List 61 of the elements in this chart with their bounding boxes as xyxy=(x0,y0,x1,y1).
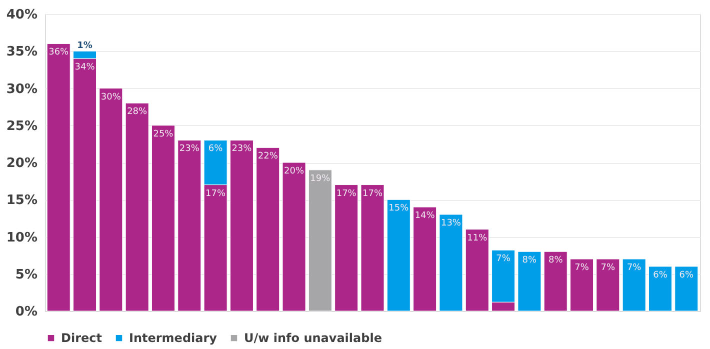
bar xyxy=(256,147,280,312)
y-tick-label: 20% xyxy=(6,156,38,171)
bar xyxy=(570,258,594,312)
data-label: 36% xyxy=(48,48,70,58)
bar xyxy=(99,88,123,312)
bar xyxy=(151,125,175,312)
data-label: 28% xyxy=(127,107,148,118)
legend-label: Intermediary xyxy=(129,331,218,346)
y-tick-label: 10% xyxy=(6,230,38,246)
data-label: 30% xyxy=(100,92,122,102)
data-label: 34% xyxy=(74,62,96,73)
data-label: 7% xyxy=(626,263,642,274)
bar xyxy=(308,170,332,312)
bar xyxy=(386,199,410,312)
y-tick-label: 35% xyxy=(6,44,38,60)
y-tick-label: 25% xyxy=(6,118,38,134)
data-label: 17% xyxy=(206,188,226,199)
legend-label: Direct xyxy=(61,331,102,346)
bar xyxy=(648,266,672,312)
data-label: 6% xyxy=(208,144,224,154)
data-label: 1% xyxy=(77,41,92,52)
bar xyxy=(413,206,437,312)
data-label: 22% xyxy=(258,152,278,162)
data-label: 7% xyxy=(496,254,511,264)
data-label: 17% xyxy=(336,188,357,199)
data-label: 23% xyxy=(179,144,200,154)
data-label: 14% xyxy=(414,211,436,222)
data-label: 6% xyxy=(653,270,668,280)
bar xyxy=(46,43,70,312)
bar xyxy=(282,162,306,312)
y-tick-label: 0% xyxy=(15,304,38,320)
bar xyxy=(622,258,646,312)
data-label: 11% xyxy=(467,233,488,244)
bar xyxy=(518,251,542,312)
y-tick-label: 15% xyxy=(6,193,38,208)
y-tick-label: 5% xyxy=(15,267,38,282)
bar xyxy=(674,266,698,312)
data-label: 6% xyxy=(679,270,694,280)
bar xyxy=(544,251,568,312)
data-label: 7% xyxy=(574,263,590,274)
data-label: 8% xyxy=(522,256,538,266)
y-tick-label: 30% xyxy=(6,82,38,97)
bar xyxy=(465,229,489,312)
data-label: 13% xyxy=(440,218,462,228)
bar xyxy=(230,140,254,312)
bar xyxy=(360,184,384,312)
data-label: 19% xyxy=(310,174,331,184)
data-label: 25% xyxy=(153,129,174,140)
bar xyxy=(334,184,358,312)
legend-label: U/w info unavailable xyxy=(244,331,382,346)
data-label: 7% xyxy=(600,263,616,274)
data-label: 15% xyxy=(388,204,410,214)
data-label: 20% xyxy=(284,166,304,176)
y-tick-label: 40% xyxy=(6,8,38,22)
bar xyxy=(439,214,463,312)
data-label: 8% xyxy=(548,256,564,266)
data-label: 17% xyxy=(362,188,383,199)
bar xyxy=(125,102,149,312)
bar xyxy=(178,140,202,312)
data-label: 23% xyxy=(232,144,252,154)
bar xyxy=(596,258,620,312)
